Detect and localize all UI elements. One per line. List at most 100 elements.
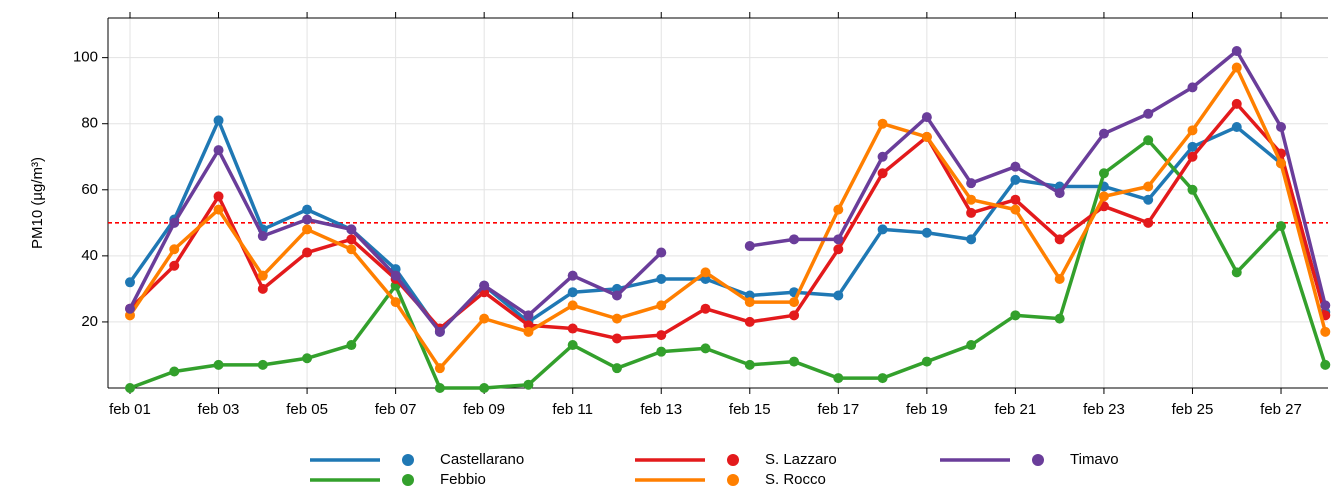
- data-point: [921, 356, 932, 367]
- y-tick-label: 40: [81, 247, 98, 264]
- data-point: [567, 300, 578, 311]
- data-point: [1010, 204, 1021, 215]
- legend-label: S. Lazzaro: [765, 451, 837, 468]
- data-point: [213, 191, 224, 202]
- x-tick-label: feb 11: [552, 401, 593, 418]
- data-point: [169, 244, 180, 255]
- x-tick-label: feb 15: [729, 401, 771, 418]
- data-point: [125, 303, 135, 314]
- data-point: [921, 227, 932, 238]
- x-tick-label: feb 07: [375, 401, 417, 418]
- data-point: [213, 115, 224, 126]
- data-point: [877, 224, 888, 235]
- data-point: [434, 363, 445, 374]
- data-point: [346, 244, 357, 255]
- data-point: [877, 118, 888, 129]
- data-point: [611, 290, 622, 301]
- x-tick-label: feb 25: [1172, 401, 1214, 418]
- data-point: [1143, 217, 1154, 228]
- data-point: [1098, 128, 1109, 139]
- data-point: [656, 346, 667, 357]
- data-point: [833, 204, 844, 215]
- data-point: [257, 270, 268, 281]
- y-axis-label: PM10 (µg/m³): [29, 157, 46, 249]
- data-point: [1143, 108, 1154, 119]
- data-point: [257, 283, 268, 294]
- legend-label: S. Rocco: [765, 471, 826, 488]
- x-tick-label: feb 17: [817, 401, 859, 418]
- data-point: [833, 290, 844, 301]
- data-point: [169, 260, 180, 271]
- data-point: [966, 234, 977, 245]
- data-point: [479, 383, 490, 393]
- data-point: [1187, 151, 1198, 162]
- data-point: [1276, 158, 1287, 169]
- data-point: [1276, 122, 1287, 133]
- y-tick-label: 100: [73, 49, 98, 66]
- data-point: [567, 340, 578, 351]
- data-point: [125, 277, 135, 288]
- data-point: [744, 240, 755, 251]
- data-point: [567, 270, 578, 281]
- data-point: [1231, 267, 1242, 278]
- data-point: [1054, 273, 1065, 284]
- data-point: [1187, 82, 1198, 93]
- data-point: [1098, 168, 1109, 179]
- data-point: [700, 267, 711, 278]
- data-point: [1320, 326, 1331, 337]
- data-point: [789, 297, 800, 308]
- data-point: [1143, 181, 1154, 192]
- data-point: [789, 356, 800, 367]
- series-line: [128, 49, 1327, 334]
- legend-marker: [402, 474, 414, 486]
- x-tick-label: feb 03: [198, 401, 240, 418]
- data-point: [1231, 62, 1242, 73]
- data-point: [213, 145, 224, 156]
- data-point: [125, 383, 135, 393]
- y-tick-label: 60: [81, 181, 98, 198]
- x-tick-label: feb 27: [1260, 401, 1302, 418]
- data-point: [567, 323, 578, 334]
- data-point: [346, 340, 357, 351]
- data-point: [346, 224, 357, 235]
- data-point: [611, 313, 622, 324]
- x-tick-label: feb 19: [906, 401, 948, 418]
- data-point: [1231, 98, 1242, 109]
- data-point: [700, 303, 711, 314]
- series-line: [128, 65, 1327, 370]
- data-point: [656, 300, 667, 311]
- data-point: [833, 373, 844, 384]
- data-point: [1231, 122, 1242, 133]
- legend-label: Castellarano: [440, 451, 524, 468]
- data-point: [656, 330, 667, 341]
- data-point: [523, 310, 534, 321]
- data-point: [302, 204, 313, 215]
- data-point: [257, 231, 268, 242]
- data-point: [656, 273, 667, 284]
- data-point: [744, 316, 755, 327]
- data-point: [789, 234, 800, 245]
- data-point: [700, 343, 711, 354]
- data-point: [1143, 194, 1154, 205]
- y-tick-label: 80: [81, 115, 98, 132]
- data-point: [479, 313, 490, 324]
- data-point: [567, 287, 578, 298]
- legend-marker: [727, 454, 739, 466]
- legend-label: Timavo: [1070, 451, 1119, 468]
- data-point: [877, 168, 888, 179]
- data-point: [744, 297, 755, 308]
- data-point: [302, 353, 313, 364]
- series-line: [128, 102, 1327, 341]
- legend-marker: [1032, 454, 1044, 466]
- data-point: [1010, 194, 1021, 205]
- data-point: [833, 244, 844, 255]
- data-point: [1010, 310, 1021, 321]
- data-point: [1320, 359, 1331, 370]
- data-point: [479, 280, 490, 291]
- data-point: [966, 178, 977, 189]
- data-point: [390, 297, 401, 308]
- data-point: [257, 359, 268, 370]
- x-tick-label: feb 21: [995, 401, 1037, 418]
- x-tick-label: feb 01: [109, 401, 151, 418]
- data-point: [1054, 188, 1065, 199]
